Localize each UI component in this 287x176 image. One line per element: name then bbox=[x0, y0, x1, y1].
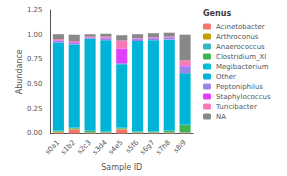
svg-text:s3d4: s3d4 bbox=[91, 138, 109, 156]
svg-text:Abundance: Abundance bbox=[15, 49, 24, 94]
svg-text:s5f6: s5f6 bbox=[124, 139, 140, 155]
svg-text:s4e5: s4e5 bbox=[107, 139, 125, 157]
svg-text:Megibacterium: Megibacterium bbox=[216, 63, 269, 71]
svg-text:NA: NA bbox=[216, 113, 226, 121]
svg-text:0.00: 0.00 bbox=[27, 129, 43, 137]
svg-text:1.00: 1.00 bbox=[27, 31, 43, 39]
svg-text:Clostridium_XI: Clostridium_XI bbox=[216, 53, 266, 61]
svg-text:Turicibacter: Turicibacter bbox=[215, 103, 257, 111]
svg-text:s1b2: s1b2 bbox=[59, 139, 77, 157]
svg-text:1.25: 1.25 bbox=[27, 6, 43, 14]
svg-text:Genus: Genus bbox=[203, 9, 231, 18]
svg-text:s6g7: s6g7 bbox=[139, 139, 157, 157]
svg-text:0.75: 0.75 bbox=[27, 55, 43, 63]
svg-text:Arthroconus: Arthroconus bbox=[216, 33, 259, 41]
svg-text:s2c3: s2c3 bbox=[76, 139, 93, 156]
svg-text:s8i9: s8i9 bbox=[172, 139, 188, 155]
svg-text:Sample ID: Sample ID bbox=[101, 163, 142, 172]
svg-text:Other: Other bbox=[216, 73, 236, 81]
svg-text:Staphylococcus: Staphylococcus bbox=[216, 93, 271, 101]
svg-text:s7h8: s7h8 bbox=[154, 139, 172, 157]
svg-text:0.50: 0.50 bbox=[27, 80, 43, 88]
svg-text:Anaerococcus: Anaerococcus bbox=[216, 43, 265, 51]
svg-text:Acinetobacter: Acinetobacter bbox=[216, 23, 265, 31]
svg-text:Peptoniphilus: Peptoniphilus bbox=[216, 83, 263, 91]
svg-text:s0a1: s0a1 bbox=[44, 139, 62, 157]
svg-text:0.25: 0.25 bbox=[27, 105, 43, 113]
